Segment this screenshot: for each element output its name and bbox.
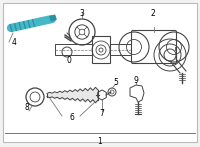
Text: 2: 2	[151, 9, 155, 17]
Text: 8: 8	[25, 103, 29, 112]
Text: 6: 6	[70, 113, 74, 122]
Text: 9: 9	[134, 76, 138, 85]
Polygon shape	[130, 85, 144, 102]
Text: 4: 4	[12, 37, 16, 46]
Text: 3: 3	[80, 9, 84, 17]
Text: 5: 5	[114, 77, 118, 86]
Bar	[55, 44, 175, 55]
Bar	[92, 36, 110, 63]
Text: 0: 0	[67, 56, 71, 65]
FancyBboxPatch shape	[132, 30, 177, 64]
Text: 1: 1	[98, 137, 102, 146]
Text: 7: 7	[100, 108, 104, 117]
